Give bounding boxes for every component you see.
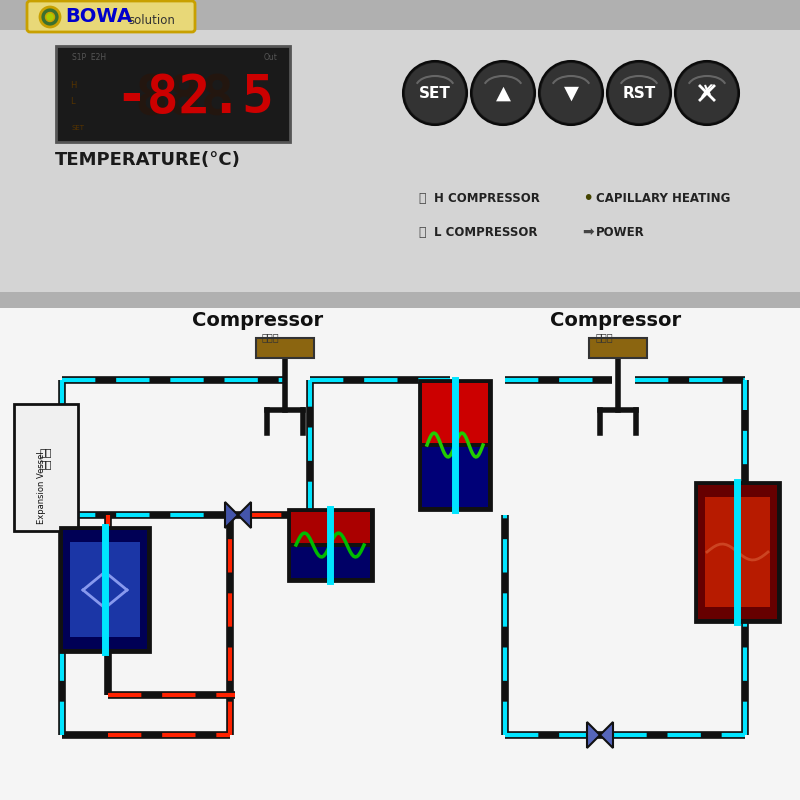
Circle shape <box>541 63 601 123</box>
Text: •: • <box>582 189 594 207</box>
Text: L: L <box>70 97 74 106</box>
Text: 膨脹
容器: 膨脹 容器 <box>40 447 52 469</box>
FancyBboxPatch shape <box>0 308 800 800</box>
FancyBboxPatch shape <box>422 383 488 443</box>
Circle shape <box>471 61 535 125</box>
Text: Expansion Vessel: Expansion Vessel <box>37 452 46 524</box>
Circle shape <box>607 61 671 125</box>
Text: L COMPRESSOR: L COMPRESSOR <box>434 226 538 238</box>
FancyBboxPatch shape <box>419 380 491 510</box>
Circle shape <box>675 61 739 125</box>
Text: H: H <box>70 82 76 90</box>
FancyBboxPatch shape <box>27 1 195 32</box>
Text: ⛏: ⛏ <box>418 226 426 238</box>
Text: CAPILLARY HEATING: CAPILLARY HEATING <box>596 191 730 205</box>
FancyBboxPatch shape <box>56 46 290 142</box>
Text: 压缩机: 压缩机 <box>262 332 280 342</box>
Text: Compressor: Compressor <box>192 310 323 330</box>
Text: 888: 888 <box>135 71 235 125</box>
Polygon shape <box>587 722 600 748</box>
Circle shape <box>677 63 737 123</box>
FancyBboxPatch shape <box>698 485 777 619</box>
FancyBboxPatch shape <box>63 530 147 649</box>
Circle shape <box>473 63 533 123</box>
Text: S1P  E2H: S1P E2H <box>72 54 106 62</box>
FancyBboxPatch shape <box>291 512 370 543</box>
FancyBboxPatch shape <box>256 338 314 358</box>
Text: solution: solution <box>128 14 175 27</box>
Polygon shape <box>238 502 251 528</box>
Text: ➡: ➡ <box>582 225 594 239</box>
Circle shape <box>609 63 669 123</box>
Text: POWER: POWER <box>596 226 645 238</box>
Text: ▼: ▼ <box>563 83 578 102</box>
Circle shape <box>40 7 60 27</box>
Circle shape <box>403 61 467 125</box>
Text: SET: SET <box>72 125 85 131</box>
Text: Out: Out <box>264 54 278 62</box>
Circle shape <box>46 13 54 22</box>
FancyBboxPatch shape <box>288 509 373 581</box>
FancyBboxPatch shape <box>291 547 370 578</box>
Text: ▲: ▲ <box>495 83 510 102</box>
FancyBboxPatch shape <box>0 0 800 30</box>
Text: SET: SET <box>419 86 451 101</box>
FancyBboxPatch shape <box>70 542 140 637</box>
FancyBboxPatch shape <box>14 404 78 531</box>
Text: 压缩机: 压缩机 <box>596 332 614 342</box>
FancyBboxPatch shape <box>0 30 800 293</box>
Text: Compressor: Compressor <box>550 310 681 330</box>
Text: BOWA: BOWA <box>65 7 132 26</box>
Circle shape <box>405 63 465 123</box>
FancyBboxPatch shape <box>589 338 647 358</box>
FancyBboxPatch shape <box>705 497 770 607</box>
FancyBboxPatch shape <box>0 292 800 308</box>
Text: ✗: ✗ <box>699 83 715 102</box>
FancyBboxPatch shape <box>422 447 488 507</box>
Text: ⛏: ⛏ <box>418 191 426 205</box>
Polygon shape <box>600 722 613 748</box>
Text: H COMPRESSOR: H COMPRESSOR <box>434 191 540 205</box>
Text: RST: RST <box>622 86 656 101</box>
FancyBboxPatch shape <box>60 527 150 652</box>
FancyBboxPatch shape <box>695 482 780 622</box>
Text: -82.5: -82.5 <box>116 72 274 124</box>
Polygon shape <box>225 502 238 528</box>
Text: TEMPERATURE(°C): TEMPERATURE(°C) <box>55 151 241 169</box>
Circle shape <box>539 61 603 125</box>
